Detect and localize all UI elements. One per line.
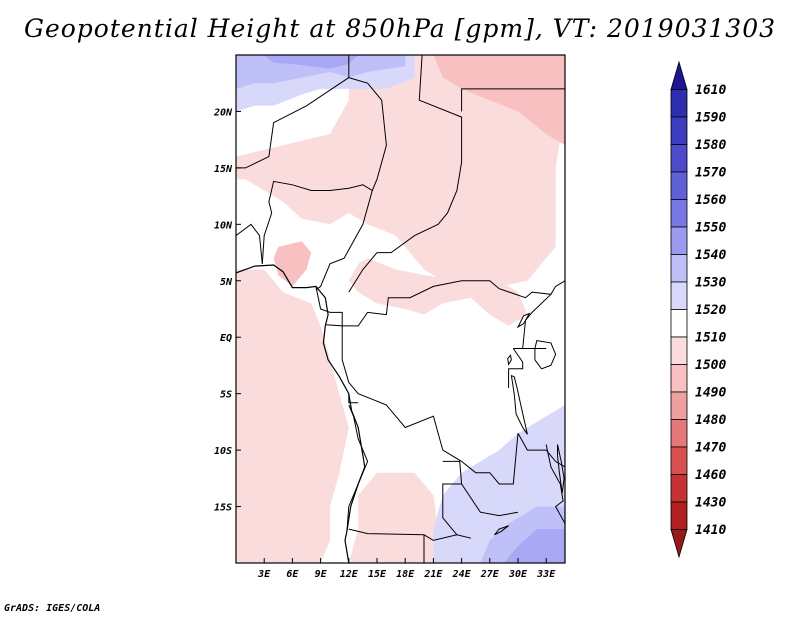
lake-outline [494,525,509,536]
colorbar-swatch [670,171,688,200]
colorbar-label: 1460 [695,468,726,483]
lake-outline [557,444,565,494]
colorbar-label: 1570 [695,166,726,181]
contour-region-sahara-pink [236,55,565,293]
lon-tick-label: 9E [315,569,328,580]
lake-outline [516,312,531,329]
country-border [522,293,552,349]
colorbar-label: 1550 [695,221,726,236]
plot-frame [235,54,566,564]
country-border [315,280,557,327]
grads-credit: GrADS: IGES/COLA [4,603,101,614]
colorbar-label: 1480 [695,413,726,428]
colorbar-label: 1430 [695,496,726,511]
contour-regions [236,55,565,563]
plot-area [235,54,566,564]
contour-region-north-blue-dark [264,55,359,69]
lon-tick-label: 12E [340,569,359,580]
contour-region-central-pink [348,258,528,326]
country-border [315,190,373,291]
country-border [555,280,565,287]
colorbar-swatch [670,281,688,310]
colorbar-label: 1580 [695,138,726,153]
colorbar-swatch [670,529,688,559]
colorbar-label: 1530 [695,276,726,291]
colorbar-label: 1510 [695,331,726,346]
lat-tick-label: 20N [213,107,233,118]
colorbar: 1610 1590 1580 1570 1560 1550 1540 1530 1520 1510… [670,60,726,559]
contour-region-angola-pink [348,472,439,563]
lon-tick-label: 6E [286,569,299,580]
colorbar-label: 1490 [695,386,726,401]
country-border [461,483,519,517]
lat-tick-label: EQ [220,333,232,344]
lon-tick-label: 33E [536,569,556,580]
lon-tick-label: 27E [480,569,500,580]
coastline [236,264,366,563]
map-outlines [236,55,565,563]
lat-tick-label: 10N [214,220,233,231]
country-border [461,88,565,112]
colorbar-swatch [670,309,688,338]
country-border [326,324,519,485]
colorbar-swatch [670,226,688,255]
colorbar-label: 1410 [695,523,726,538]
latitude-axis: 20N 15N 10N 5N EQ 5S 10S 15S [213,107,241,514]
lon-tick-label: 21E [423,569,443,580]
colorbar-swatch [670,501,688,530]
country-border [508,348,524,388]
colorbar-swatch [670,474,688,503]
colorbar-swatch [670,391,688,420]
colorbar-swatch [670,60,688,90]
country-border [261,212,273,264]
colorbar-swatch [670,254,688,283]
lat-tick-label: 15S [214,503,232,514]
colorbar-swatch [670,419,688,448]
contour-region-ne-pink-dark [433,55,565,146]
lat-tick-label: 10S [214,446,232,457]
contour-region-north-blue [236,55,406,89]
country-border [236,223,263,264]
colorbar-swatch [670,336,688,365]
colorbar-swatch [670,144,688,173]
lake-outline [507,354,512,366]
colorbar-label: 1540 [695,248,726,263]
country-border [348,528,472,541]
colorbar-label: 1520 [695,303,726,318]
colorbar-swatch [670,364,688,393]
colorbar-label: 1470 [695,441,726,456]
lon-tick-label: 3E [257,569,271,580]
colorbar-label: 1560 [695,193,726,208]
lat-tick-label: 5S [220,390,232,401]
lon-tick-label: 24E [452,569,472,580]
colorbar-swatch [670,199,688,228]
page-title: Geopotential Height at 850hPa [gpm], VT:… [23,14,777,43]
colorbar-label: 1500 [695,358,726,373]
lon-tick-label: 30E [508,569,528,580]
colorbar-swatch [670,446,688,475]
country-border [348,55,463,293]
lake-outline [534,340,557,370]
contour-region-west-coast-pink [236,269,349,563]
colorbar-label: 1610 [695,83,726,98]
lat-tick-label: 5N [220,277,233,288]
colorbar-swatch [670,89,688,118]
lat-tick-label: 15N [214,164,233,175]
country-border [268,77,387,214]
contour-region-gulf-pink-dark [273,241,312,287]
lon-tick-label: 18E [396,569,415,580]
country-border [442,460,463,536]
colorbar-label: 1590 [695,111,726,126]
contour-region-se-blue-dark [503,529,565,563]
lake-outline [510,374,528,435]
lon-tick-label: 15E [368,569,387,580]
colorbar-swatch [670,116,688,145]
longitude-axis: 3E 6E 9E 12E 15E 18E 21E 24E 27E 30E 33E [257,558,556,580]
